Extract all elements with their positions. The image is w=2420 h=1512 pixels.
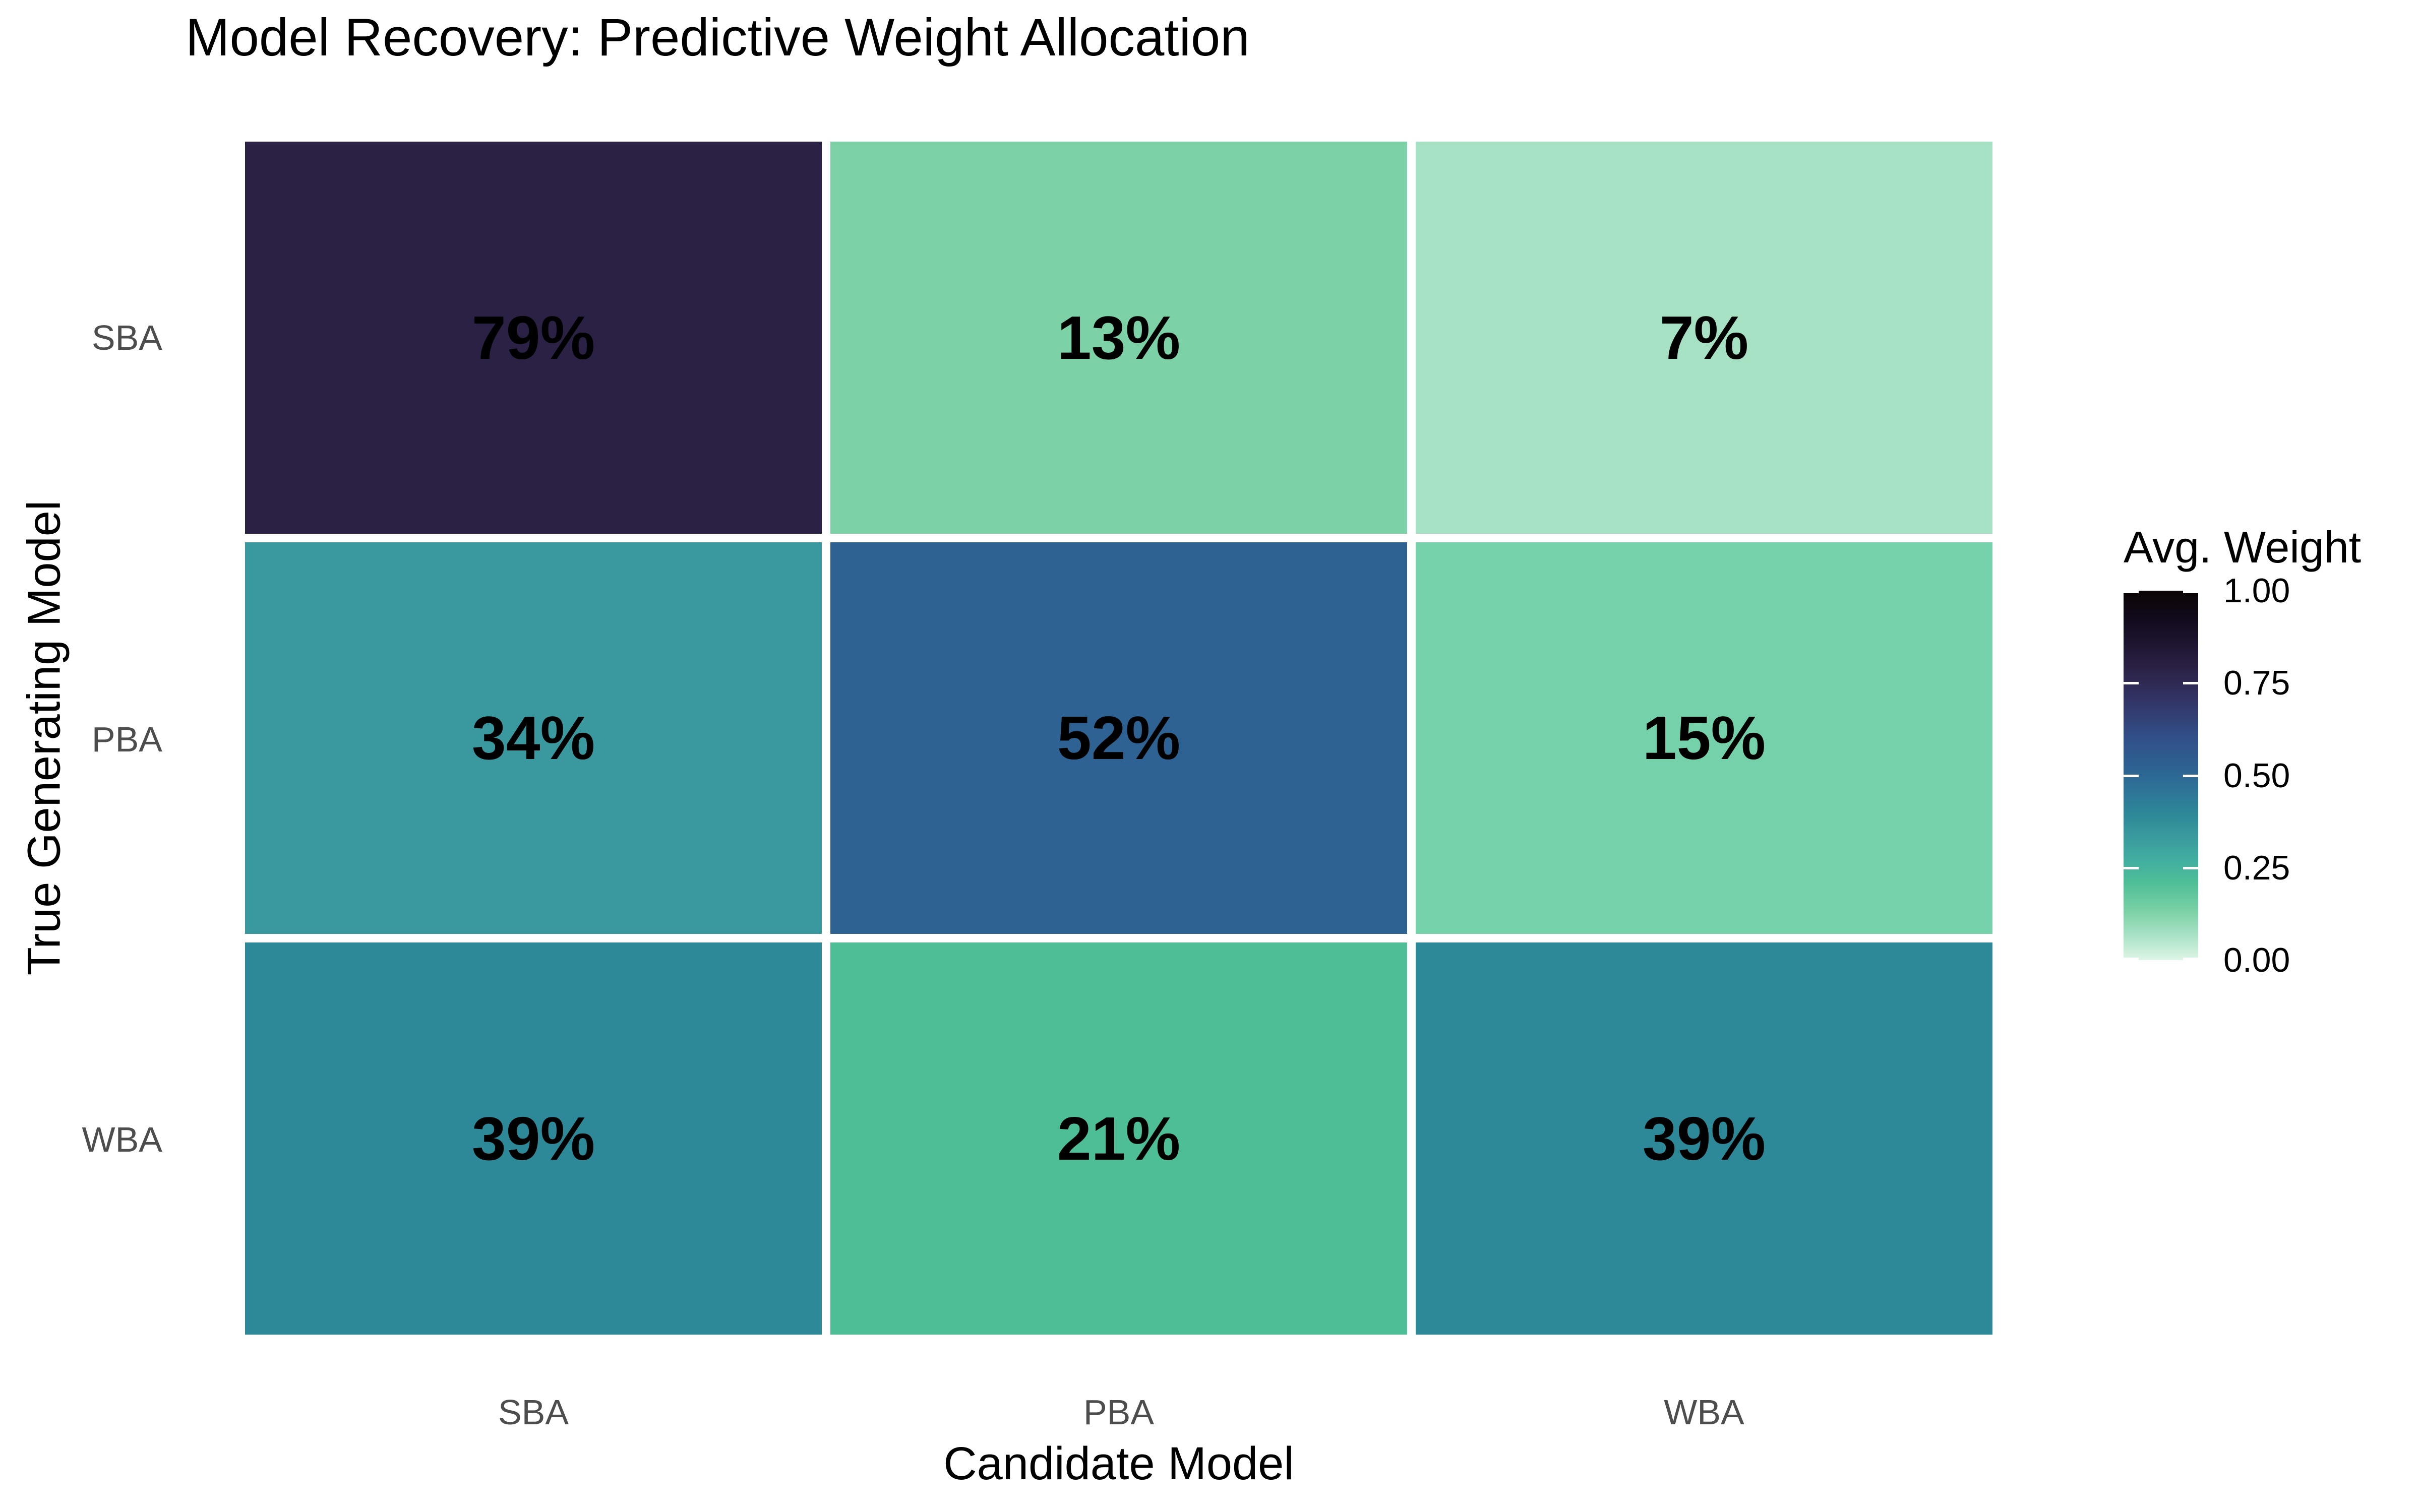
- legend-title: Avg. Weight: [2124, 522, 2362, 572]
- cell-value-label: 15%: [1642, 704, 1766, 773]
- x-axis-title: Candidate Model: [943, 1438, 1294, 1489]
- cell-value-label: 39%: [471, 1104, 595, 1173]
- cell-value-label: 34%: [471, 704, 595, 773]
- colorbar-tick-0.75: [2183, 682, 2198, 684]
- heatmap-cell-PBA-WBA: 15%: [1416, 542, 1992, 934]
- heatmap-grid: 79% 13% 7% 34% 52% 15% 39% 21% 39%: [245, 142, 1992, 1335]
- cell-value-label: 21%: [1057, 1104, 1181, 1173]
- cell-value-label: 39%: [1642, 1104, 1766, 1173]
- colorbar-tick-0.50: [2183, 775, 2198, 777]
- legend-colorbar: [2124, 591, 2198, 960]
- cell-value-label: 52%: [1057, 704, 1181, 773]
- x-tick-label-wba: WBA: [1664, 1393, 1744, 1432]
- cell-value-label: 13%: [1057, 303, 1181, 372]
- heatmap-cell-WBA-WBA: 39%: [1416, 942, 1992, 1335]
- colorbar-tick-0.00: [2183, 958, 2198, 960]
- cell-value-label: 7%: [1659, 303, 1749, 372]
- x-tick-label-sba: SBA: [498, 1393, 569, 1432]
- heatmap-cell-WBA-PBA: 21%: [830, 942, 1407, 1335]
- colorbar-tick-0.00: [2124, 958, 2139, 960]
- colorbar-label-0.75: 0.75: [2223, 664, 2290, 702]
- colorbar-label-0.50: 0.50: [2223, 757, 2290, 795]
- heatmap-cell-PBA-SBA: 34%: [245, 542, 822, 934]
- y-tick-label-wba: WBA: [82, 1120, 162, 1159]
- colorbar-tick-0.25: [2124, 867, 2139, 869]
- colorbar-label-0.00: 0.00: [2223, 941, 2290, 979]
- cell-value-label: 79%: [471, 303, 595, 372]
- colorbar-tick-0.50: [2124, 775, 2139, 777]
- y-tick-label-pba: PBA: [91, 720, 162, 759]
- colorbar-tick-1.00: [2124, 591, 2139, 593]
- colorbar-label-0.25: 0.25: [2223, 849, 2290, 887]
- colorbar-tick-1.00: [2183, 591, 2198, 593]
- colorbar-tick-0.25: [2183, 867, 2198, 869]
- plot-title: Model Recovery: Predictive Weight Alloca…: [186, 8, 1250, 67]
- heatmap-cell-SBA-SBA: 79%: [245, 142, 822, 534]
- colorbar-label-1.00: 1.00: [2223, 572, 2290, 610]
- heatmap-cell-WBA-SBA: 39%: [245, 942, 822, 1335]
- heatmap-cell-SBA-PBA: 13%: [830, 142, 1407, 534]
- heatmap-cell-PBA-PBA: 52%: [830, 542, 1407, 934]
- colorbar-tick-0.75: [2124, 682, 2139, 684]
- heatmap-cell-SBA-WBA: 7%: [1416, 142, 1992, 534]
- x-tick-label-pba: PBA: [1083, 1393, 1155, 1432]
- y-tick-label-sba: SBA: [91, 318, 162, 357]
